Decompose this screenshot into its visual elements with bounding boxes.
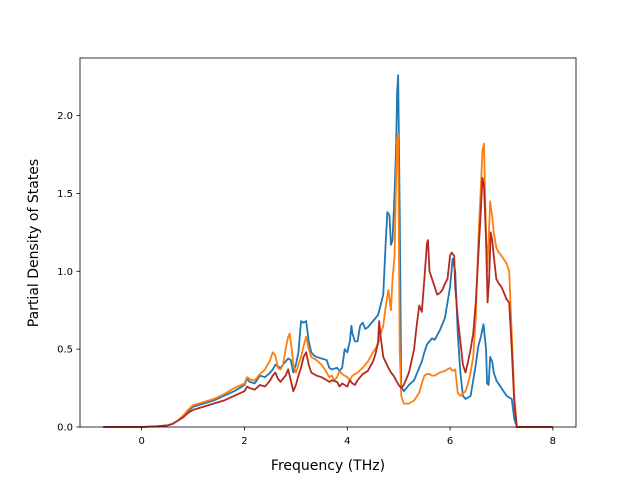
- series-lines: [103, 74, 553, 428]
- y-tick-label: 1.0: [57, 267, 73, 278]
- series-line-1: [103, 74, 553, 428]
- plot-frame: [79, 57, 577, 428]
- x-tick-label: 8: [550, 436, 556, 447]
- y-axis-ticks: 0.0 0.5 1.0 1.5 2.0: [57, 111, 80, 434]
- series-line-3: [103, 176, 553, 428]
- x-tick-label: 6: [447, 436, 453, 447]
- y-axis-title: Partial Density of States: [26, 159, 42, 327]
- y-tick-label: 1.5: [57, 189, 73, 200]
- y-tick-label: 2.0: [57, 111, 73, 122]
- y-tick-label: 0.0: [57, 423, 73, 434]
- x-tick-label: 2: [241, 436, 247, 447]
- x-axis-ticks: 0 2 4 6 8: [138, 427, 556, 447]
- series-line-2: [103, 133, 553, 428]
- x-tick-label: 0: [138, 436, 144, 447]
- y-tick-label: 0.5: [57, 345, 73, 356]
- x-tick-label: 4: [344, 436, 350, 447]
- x-axis-title: Frequency (THz): [271, 458, 385, 474]
